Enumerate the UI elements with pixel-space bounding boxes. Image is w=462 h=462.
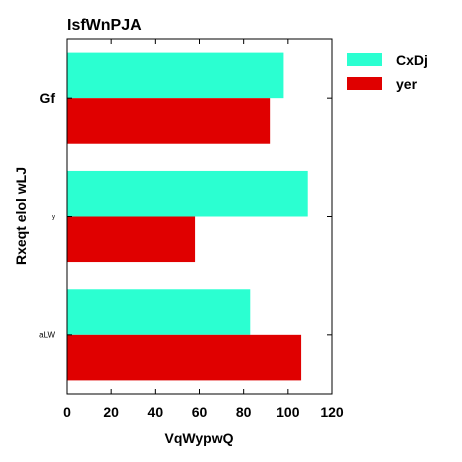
y-tick-label: y <box>52 215 55 221</box>
bars-group <box>67 52 308 381</box>
bar-cxdj-alw <box>67 289 251 335</box>
bar-yer-gf <box>67 98 271 144</box>
x-tick-label: 60 <box>192 404 208 420</box>
x-axis-ticks: 0 20 40 60 80 100 120 <box>63 39 344 420</box>
x-axis-label: VqWypwQ <box>165 430 234 446</box>
x-tick-label: 100 <box>276 404 300 420</box>
legend-swatch-cxdj <box>347 53 382 66</box>
legend-swatch-yer <box>347 77 382 90</box>
bar-cxdj-gf <box>67 52 284 99</box>
chart-title: IsfWnPJA <box>67 17 142 34</box>
y-axis-ticks: Gf y aLW <box>39 90 332 340</box>
legend-label-cxdj: CxDj <box>396 52 428 68</box>
legend: CxDj yer <box>347 52 428 92</box>
x-tick-label: 80 <box>236 404 252 420</box>
legend-label-yer: yer <box>396 76 418 92</box>
x-tick-label: 0 <box>63 404 71 420</box>
x-tick-label: 20 <box>103 404 119 420</box>
bar-cxdj-y <box>67 170 308 217</box>
y-tick-label: Gf <box>39 90 55 106</box>
x-tick-label: 120 <box>320 404 344 420</box>
x-tick-label: 40 <box>148 404 164 420</box>
y-axis-label: Rxeqt elol wLJ <box>13 167 29 265</box>
bar-yer-y <box>67 216 196 263</box>
y-tick-label: aLW <box>39 331 55 340</box>
bar-yer-alw <box>67 334 302 381</box>
